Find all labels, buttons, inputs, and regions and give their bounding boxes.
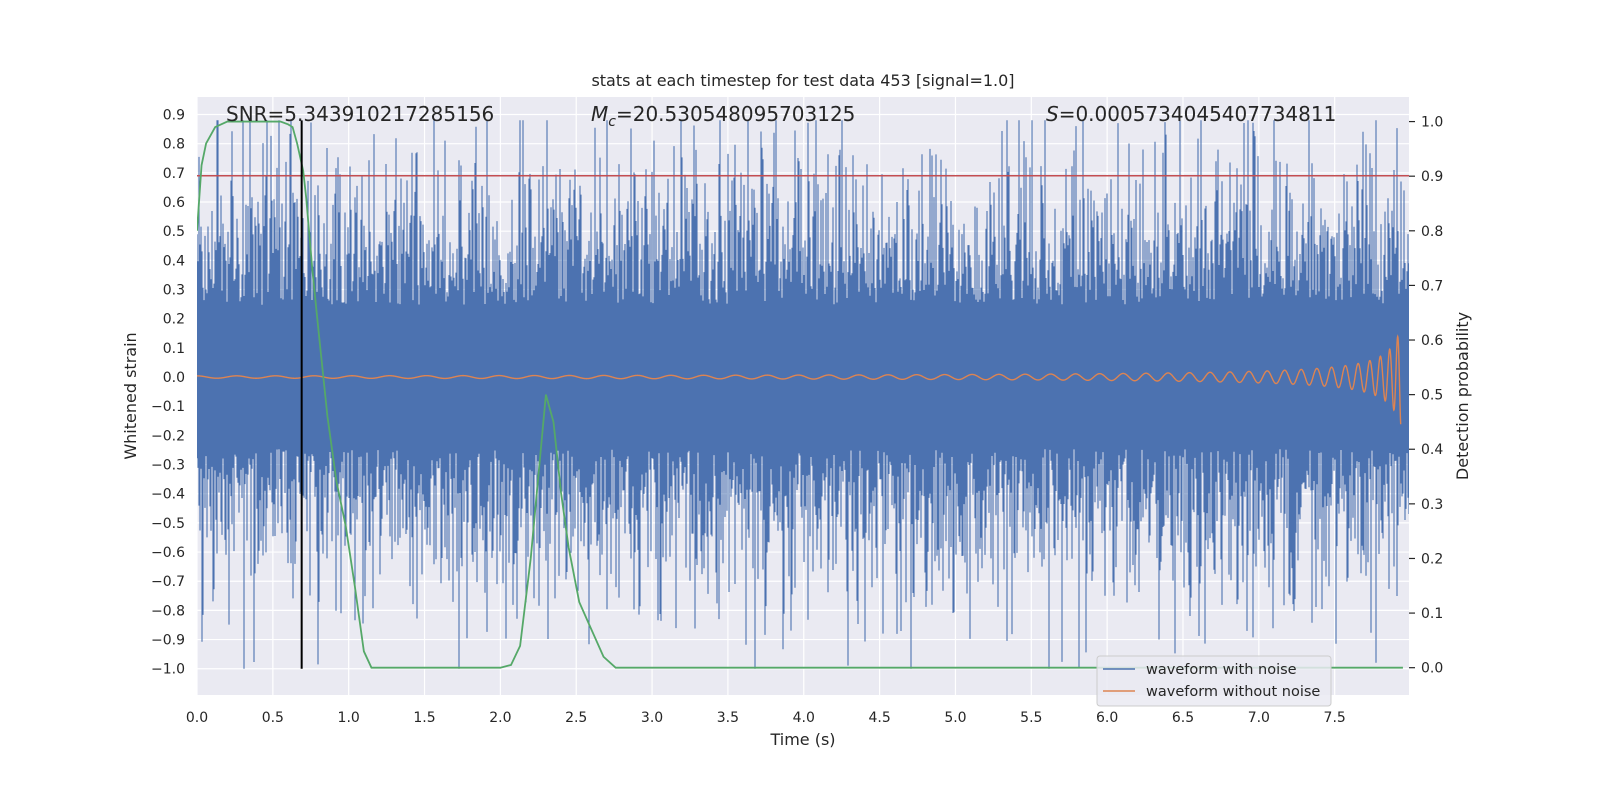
y-left-tick-label: 0.2 [163, 312, 185, 328]
s-symbol: S [1046, 102, 1059, 126]
legend: waveform with noise waveform without noi… [1096, 655, 1332, 707]
x-tick-label: 1.0 [338, 710, 360, 726]
data-layer [197, 120, 1409, 669]
snr-annotation: SNR=5.343910217285156 [226, 102, 494, 126]
y-left-tick-label: −1.0 [151, 662, 185, 678]
legend-box [1096, 655, 1332, 707]
chirp-mass-annotation: Mc=20.530548095703125 [591, 102, 855, 130]
x-tick-label: 2.0 [489, 710, 511, 726]
y-right-tick-label: 0.0 [1421, 661, 1443, 677]
y-left-tick-label: −0.1 [151, 399, 185, 415]
x-tick-label: 7.5 [1324, 710, 1346, 726]
y-left-tick-label: −0.2 [151, 428, 185, 444]
y-left-tick-label: 0.0 [163, 370, 185, 386]
y-right-axis-ticks: 1.0 0.9 0.8 0.7 0.6 0.5 0.4 0.3 0.2 0.1 0.0 [1409, 115, 1443, 677]
s-annotation: S=0.0005734045407734811 [1046, 102, 1336, 126]
x-tick-label: 5.0 [944, 710, 966, 726]
chart-title: stats at each timestep for test data 453… [591, 71, 1014, 90]
y-right-axis-label: Detection probability [1453, 312, 1472, 480]
x-tick-label: 4.5 [868, 710, 890, 726]
legend-label-noisy: waveform with noise [1146, 662, 1297, 678]
y-right-tick-label: 0.5 [1421, 388, 1443, 404]
x-tick-label: 2.5 [565, 710, 587, 726]
y-right-tick-label: 0.8 [1421, 224, 1443, 240]
y-left-tick-label: −0.7 [151, 574, 185, 590]
y-right-tick-label: 0.6 [1421, 333, 1443, 349]
chirp-mass-value: =20.530548095703125 [616, 102, 855, 126]
y-left-tick-label: −0.9 [151, 633, 185, 649]
y-left-axis-label: Whitened strain [121, 332, 140, 459]
y-right-tick-label: 0.3 [1421, 497, 1443, 513]
x-tick-label: 1.5 [413, 710, 435, 726]
x-tick-label: 5.5 [1020, 710, 1042, 726]
y-right-tick-label: 0.9 [1421, 169, 1443, 185]
chirp-mass-subscript: c [608, 114, 616, 130]
y-left-axis-ticks: 0.9 0.8 0.7 0.6 0.5 0.4 0.3 0.2 0.1 0.0 −0.1 −0.2 −0… [151, 108, 185, 678]
y-left-tick-label: 0.3 [163, 283, 185, 299]
y-left-tick-label: −0.3 [151, 458, 185, 474]
x-tick-label: 0.0 [186, 710, 208, 726]
s-value: =0.0005734045407734811 [1059, 102, 1337, 126]
x-axis-label: Time (s) [769, 730, 835, 749]
x-tick-label: 3.0 [641, 710, 663, 726]
x-tick-label: 0.5 [262, 710, 284, 726]
y-left-tick-label: 0.5 [163, 224, 185, 240]
y-left-tick-label: 0.6 [163, 195, 185, 211]
x-tick-label: 6.5 [1172, 710, 1194, 726]
series-waveform-with-noise [197, 120, 1409, 669]
legend-label-clean: waveform without noise [1146, 684, 1320, 700]
y-left-tick-label: 0.8 [163, 137, 185, 153]
y-right-tick-label: 0.2 [1421, 551, 1443, 567]
y-left-tick-label: −0.4 [151, 487, 185, 503]
y-left-tick-label: 0.1 [163, 341, 185, 357]
y-left-tick-label: 0.7 [163, 166, 185, 182]
series-detection-probability [197, 120, 1403, 669]
y-left-tick-label: 0.9 [163, 108, 185, 124]
y-right-tick-label: 1.0 [1421, 115, 1443, 131]
y-left-tick-label: −0.6 [151, 545, 185, 561]
x-axis-ticks: 0.0 0.5 1.0 1.5 2.0 2.5 3.0 3.5 4.0 4.5 5.0 5.5 6.0 6… [186, 710, 1346, 726]
y-right-tick-label: 0.4 [1421, 442, 1443, 458]
y-right-tick-label: 0.7 [1421, 278, 1443, 294]
chirp-mass-symbol: M [591, 102, 608, 126]
x-tick-label: 6.0 [1096, 710, 1118, 726]
x-tick-label: 4.0 [793, 710, 815, 726]
x-tick-label: 3.5 [717, 710, 739, 726]
y-left-tick-label: −0.5 [151, 516, 185, 532]
y-left-tick-label: 0.4 [163, 253, 185, 269]
y-left-tick-label: −0.8 [151, 603, 185, 619]
series-waveform-without-noise [197, 334, 1402, 425]
x-tick-label: 7.0 [1248, 710, 1270, 726]
y-right-tick-label: 0.1 [1421, 606, 1443, 622]
